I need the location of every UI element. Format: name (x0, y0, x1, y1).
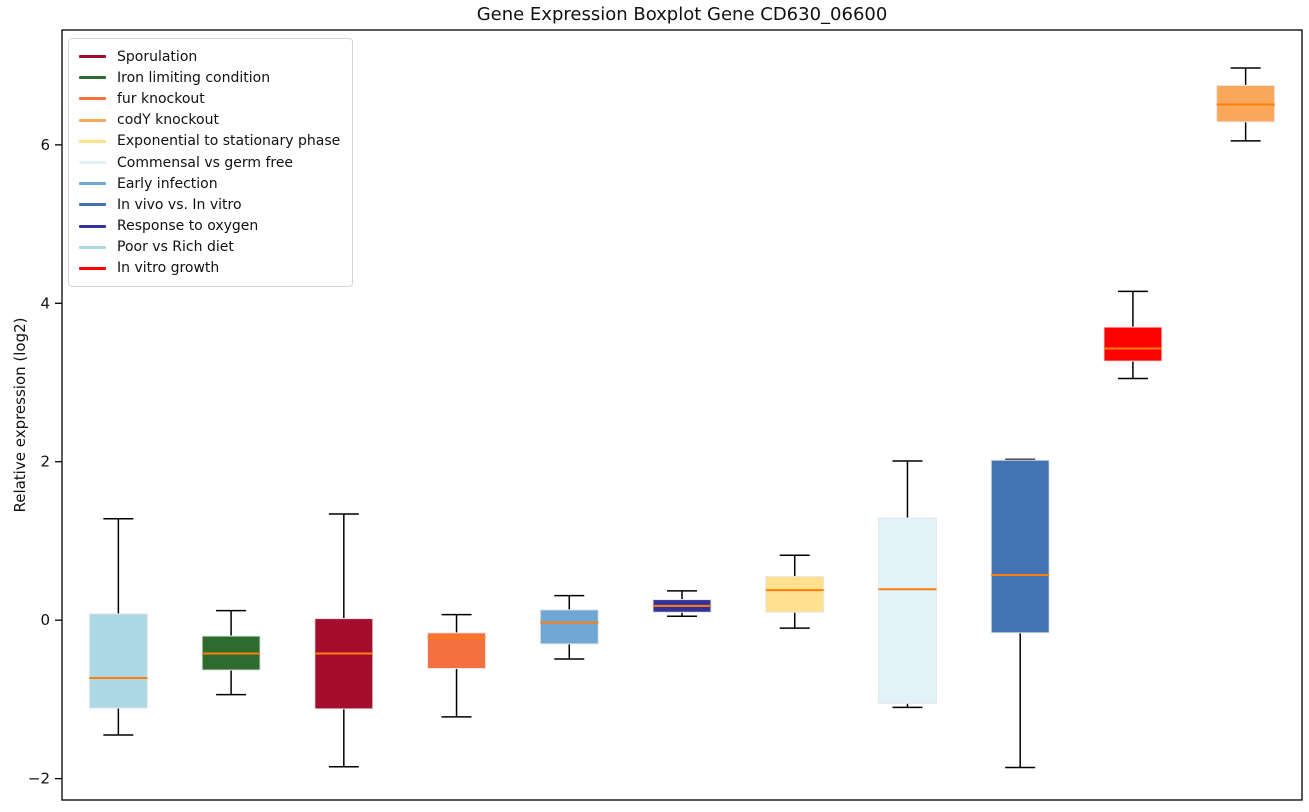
legend-swatch-icon (79, 97, 106, 101)
legend-item-poor-vs-rich-diet: Poor vs Rich diet (79, 237, 340, 258)
legend-label: codY knockout (117, 112, 219, 129)
legend: Sporulation Iron limiting condition fur kn… (68, 38, 354, 288)
boxplot-exponential-to-stationary-phase-box (765, 576, 825, 613)
legend-label: Commensal vs germ free (117, 154, 294, 171)
legend-item-early-infection: Early infection (79, 173, 340, 194)
boxplot-commensal-vs-germ-free-box (877, 517, 937, 704)
legend-swatch-icon (79, 118, 106, 122)
legend-swatch-icon (79, 245, 106, 249)
y-tick-label: 2 (40, 453, 50, 471)
boxplot-early-infection-box (539, 609, 599, 645)
legend-item-iron-limiting-condition: Iron limiting condition (79, 67, 340, 88)
boxplot-sporulation-box (314, 618, 374, 710)
legend-label: Exponential to stationary phase (117, 133, 341, 150)
boxplot-in-vivo-vs-in-vitro-box (990, 459, 1050, 634)
chart-title: Gene Expression Boxplot Gene CD630_06600 (476, 4, 888, 25)
boxplot-fur-knockout-box (427, 632, 487, 669)
legend-label: Sporulation (117, 48, 198, 65)
y-tick-label: 0 (40, 611, 50, 629)
legend-item-response-to-oxygen: Response to oxygen (79, 216, 340, 237)
legend-label: In vivo vs. In vitro (117, 196, 242, 213)
legend-swatch-icon (79, 182, 106, 186)
legend-item-sporulation: Sporulation (79, 46, 340, 67)
y-tick-label: −2 (28, 770, 50, 788)
legend-label: Poor vs Rich diet (117, 239, 234, 256)
plot-border (61, 29, 1303, 801)
legend-item-exponential-to-stationary-phase: Exponential to stationary phase (79, 131, 340, 152)
legend-swatch-icon (79, 55, 106, 59)
legend-label: Early infection (117, 175, 218, 192)
legend-swatch-icon (79, 266, 106, 270)
legend-label: In vitro growth (117, 260, 220, 277)
legend-item-commensal-vs-germ-free: Commensal vs germ free (79, 152, 340, 173)
legend-label: Response to oxygen (117, 218, 259, 235)
y-tick-label: 6 (40, 136, 50, 154)
legend-swatch-icon (79, 139, 106, 143)
legend-swatch-icon (79, 161, 106, 165)
legend-label: fur knockout (117, 90, 205, 107)
legend-swatch-icon (79, 203, 106, 207)
legend-item-cody-knockout: codY knockout (79, 110, 340, 131)
legend-item-in-vitro-growth: In vitro growth (79, 258, 340, 279)
boxplot-in-vitro-growth-box (1103, 326, 1163, 362)
legend-item-in-vivo-vs-in-vitro: In vivo vs. In vitro (79, 194, 340, 215)
legend-swatch-icon (79, 224, 106, 228)
legend-label: Iron limiting condition (117, 69, 271, 86)
boxplot-poor-vs-rich-diet-box (88, 613, 148, 709)
legend-item-fur-knockout: fur knockout (79, 88, 340, 109)
legend-swatch-icon (79, 76, 106, 80)
y-tick-label: 4 (40, 294, 50, 312)
